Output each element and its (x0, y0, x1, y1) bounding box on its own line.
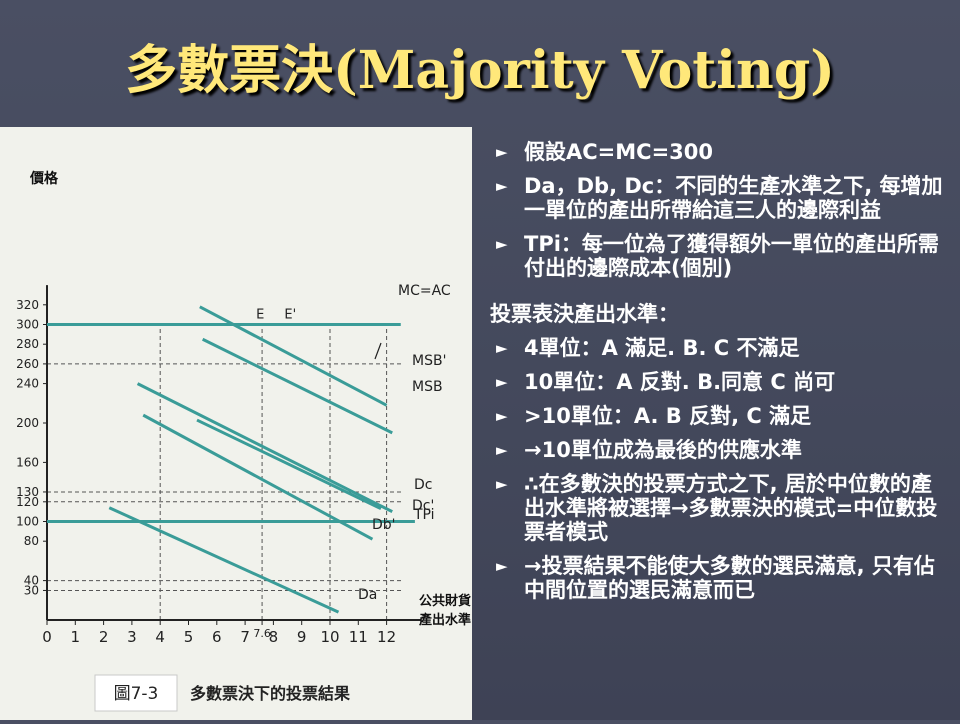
bullet-text: ∴在多數決的投票方式之下, 居於中位數的產出水準將被選擇→多數票決的模式=中位數… (524, 472, 938, 544)
series-label-mc-ac: MC=AC (398, 283, 451, 299)
bullet-arrow-icon: ► (496, 475, 508, 493)
y-tick-label: 320 (16, 298, 39, 312)
marker-label: E (256, 308, 264, 323)
series-label-dc: Dc (414, 477, 432, 493)
x-tick-label: 3 (127, 628, 137, 646)
bullet-arrow-icon: ► (496, 373, 508, 391)
x-tick-label: 2 (99, 628, 109, 646)
x-tick-label: 7.6 (253, 627, 271, 640)
y-tick-label: 100 (16, 515, 39, 529)
bullet-text: 4單位：A 滿足. B. C 不滿足 (524, 336, 800, 360)
bullet-item: ► >10單位：A. B 反對, C 滿足 (490, 404, 950, 428)
bullet-arrow-icon: ► (496, 407, 508, 425)
bullet-text: >10單位：A. B 反對, C 滿足 (524, 404, 812, 428)
caption-text: 多數票決下的投票結果 (190, 684, 350, 703)
bullet-item: ► →投票結果不能使大多數的選民滿意, 只有佔中間位置的選民滿意而已 (490, 554, 950, 602)
series-line-da (108, 506, 340, 614)
bullet-item: ► 10單位：A 反對. B.同意 C 尚可 (490, 370, 950, 394)
bullet-arrow-icon: ► (496, 177, 508, 195)
bullet-arrow-icon: ► (496, 339, 508, 357)
y-tick-label: 130 (16, 485, 39, 499)
x-axis-label-line1: 公共財貨 (419, 593, 471, 609)
bullet-text: TPi：每一位為了獲得額外一單位的產出所需付出的邊際成本(個別) (524, 232, 939, 280)
y-tick-label: 300 (16, 318, 39, 332)
caption-tag: 圖7-3 (114, 684, 159, 704)
series-label-msb: MSB (412, 379, 443, 395)
vote-heading: 投票表決產出水準： (490, 302, 679, 326)
bullet-arrow-icon: ► (496, 557, 508, 575)
x-tick-label: 5 (184, 628, 194, 646)
x-tick-label: 11 (349, 628, 368, 646)
y-tick-label: 120 (16, 495, 39, 509)
bullet-text: 10單位：A 反對. B.同意 C 尚可 (524, 370, 836, 394)
y-tick-label: 30 (24, 583, 39, 597)
marker-label: E' (284, 308, 296, 323)
y-tick-label: 80 (24, 534, 39, 548)
series-line-dc (136, 382, 393, 513)
series-line-db- (142, 413, 374, 541)
x-tick-label: 8 (269, 628, 279, 646)
x-axis-label-line2: 產出水準 (418, 612, 471, 628)
y-axis-label: 價格 (29, 170, 59, 187)
figure-background (0, 127, 472, 720)
x-tick-label: 9 (297, 628, 307, 646)
x-tick-label: 10 (320, 628, 339, 646)
shift-arrow-icon (374, 342, 382, 360)
y-tick-label: 200 (16, 416, 39, 430)
x-tick-label: 6 (212, 628, 222, 646)
bullet-arrow-icon: ► (496, 235, 508, 253)
x-tick-label: 0 (42, 628, 52, 646)
series-line-msb- (199, 305, 388, 407)
bullet-list: ► 假設AC=MC=300 ► Da，Db, Dc：不同的生產水準之下, 每增加一單位… (490, 140, 950, 612)
bullet-text: →投票結果不能使大多數的選民滿意, 只有佔中間位置的選民滿意而已 (524, 554, 935, 602)
series-label-da: Da (358, 587, 377, 603)
x-tick-label: 1 (71, 628, 81, 646)
series-line-msb (201, 337, 393, 435)
slide-title: 多數票決(Majority Voting) (125, 40, 835, 101)
bullet-item: ► 假設AC=MC=300 (490, 140, 950, 164)
y-tick-label: 240 (16, 377, 39, 391)
y-tick-label: 40 (24, 574, 39, 588)
y-tick-label: 160 (16, 455, 39, 469)
bullet-item: ► 4單位：A 滿足. B. C 不滿足 (490, 336, 950, 360)
y-tick-label: 260 (16, 357, 39, 371)
bullet-item: ► Da，Db, Dc：不同的生產水準之下, 每增加一單位的產出所帶給這三人的邊際… (490, 174, 950, 222)
x-tick-label: 4 (155, 628, 165, 646)
caption-box (94, 674, 178, 712)
bullet-text: →10單位成為最後的供應水準 (524, 438, 802, 462)
figure-panel: 30 40 80 100 120 130 160 200 240 260 280 300 320 0 1 2 3… (0, 127, 472, 720)
bullet-arrow-icon: ► (496, 441, 508, 459)
series-label-dc-: Dc' (412, 498, 434, 514)
bullet-arrow-icon: ► (496, 143, 508, 161)
bullet-item: ► TPi：每一位為了獲得額外一單位的產出所需付出的邊際成本(個別) (490, 232, 950, 280)
y-tick-label: 280 (16, 337, 39, 351)
bullet-text: 假設AC=MC=300 (524, 140, 713, 164)
series-label-tpi: TPi (413, 507, 435, 523)
x-tick-label: 12 (377, 628, 396, 646)
series-label-msb-: MSB' (412, 353, 446, 369)
series-label-db-: Db' (372, 517, 396, 533)
bullet-item: ► ∴在多數決的投票方式之下, 居於中位數的產出水準將被選擇→多數票決的模式=中位… (490, 472, 950, 544)
series-line-dc- (196, 418, 382, 511)
bullet-text: Da，Db, Dc：不同的生產水準之下, 每增加一單位的產出所帶給這三人的邊際利… (524, 174, 943, 222)
bullet-item: ► →10單位成為最後的供應水準 (490, 438, 950, 462)
x-tick-label: 7 (240, 628, 250, 646)
